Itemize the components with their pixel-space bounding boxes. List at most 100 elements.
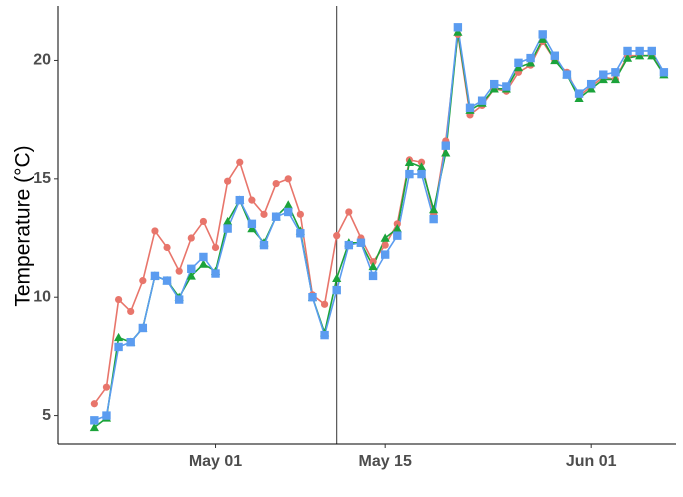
series-1-point-13 [236,158,244,166]
series-1-point-24 [369,258,377,266]
series-3-point-46 [635,46,644,56]
series-3-point-14 [247,219,257,229]
series-3-point-5 [138,323,148,333]
series-3-point-8 [174,295,184,304]
axis-ticks: 5 10 15 20 May 01 May 15 Jun 01 [33,52,616,470]
series-2-point-25 [380,233,390,242]
series-3-point-15 [259,240,269,250]
series-3-point-37 [526,53,535,63]
series-3-point-45 [623,46,632,56]
series-3-point-39 [550,51,560,60]
series-3-point-4 [126,337,135,347]
series-1-point-21 [333,232,341,240]
series-3-point-26 [393,231,402,240]
x-tick-label-1: May 01 [189,453,242,470]
series-1-point-2 [102,383,111,391]
series-2-point-3 [113,332,124,342]
series-3-point-36 [514,58,523,68]
series-1-point-5 [139,277,147,285]
series-3-point-9 [187,264,196,273]
series-2-point-30 [441,148,451,157]
axes [57,6,676,445]
series-3-point-43 [599,70,608,79]
series-3-point-11 [211,269,220,278]
series-2-point-17 [283,200,293,209]
series-2-point-45 [622,53,633,62]
series-3-point-24 [368,271,378,281]
series-3-point-21 [332,285,341,295]
series-2-point-28 [416,162,427,171]
series-2-point-46 [635,51,645,60]
series-2-point-9 [186,271,196,280]
series-1-point-4 [127,307,135,316]
series-2-point-34 [489,84,499,93]
series-1-point-17 [284,175,292,183]
series-3-point-22 [344,240,354,250]
series-3-point-33 [477,96,487,105]
series-3-point-25 [380,250,390,259]
series-2-point-21 [332,273,342,282]
series-1-point-26 [393,220,401,228]
series-3-point-31 [453,23,463,32]
series-3-point-32 [465,103,475,113]
series-1-point-15 [260,210,268,218]
series-3-point-17 [284,207,293,217]
series-2-point-12 [223,216,233,226]
series-3-point-34 [490,79,499,89]
series-3-point-19 [308,293,317,302]
series-1-point-14 [248,196,256,204]
series-3-point-12 [223,224,232,233]
series-1-point-12 [224,177,232,185]
series-1-point-11 [211,243,220,252]
series-2-point-27 [404,157,415,166]
series-3-point-28 [417,169,426,179]
series-1-point-8 [175,267,183,275]
series-1-point-9 [187,234,195,242]
series-3-point-44 [611,68,620,77]
series-2-point-47 [647,51,657,60]
x-tick-label-3: Jun 01 [566,453,617,470]
y-tick-label-2: 10 [33,288,51,305]
y-tick-label-3: 15 [33,170,51,187]
series-3-point-6 [150,271,160,281]
series-1-point-20 [320,300,329,308]
series-3-point-10 [199,252,208,262]
series-1-point-10 [199,217,208,226]
series-2-point-44 [610,74,621,84]
series-2-point-36 [513,62,524,72]
series-3-point-13 [235,195,244,205]
series-3-point-42 [586,79,596,89]
series-3-point-3 [114,342,123,352]
series-3-point-41 [574,89,584,98]
series-2-point-24 [368,261,378,271]
series-3-point-38 [538,30,547,39]
series-3-point-18 [296,229,305,238]
series-2-point-31 [453,27,463,36]
series-3-point-23 [356,238,366,247]
series-2-point-29 [429,205,439,214]
series-1-point-7 [163,243,171,252]
series-2-point-43 [598,74,608,84]
series-3-point-20 [320,330,329,340]
series-2-point-26 [392,223,402,233]
series-2-point-10 [198,259,209,268]
series-3-point-1 [90,416,99,425]
series-2-point-14 [247,223,257,233]
series-1-point-18 [296,210,304,218]
series-3-point-29 [429,214,438,224]
series-3-point-30 [441,141,450,150]
series-1-point-3 [114,295,123,304]
series-1-point-22 [345,208,353,216]
series-1-point-1 [90,400,98,408]
y-tick-label-4: 20 [33,52,51,69]
series-1-point-16 [272,179,280,188]
series-3-point-27 [405,169,414,179]
plot-area [89,6,669,444]
y-axis-title: Temperature (°C) [12,145,35,306]
series-2-point-1 [89,422,99,432]
x-tick-label-2: May 15 [358,453,411,470]
series-3-point-48 [659,68,669,77]
y-tick-label-1: 5 [42,407,51,424]
series-1-point-28 [417,158,426,166]
